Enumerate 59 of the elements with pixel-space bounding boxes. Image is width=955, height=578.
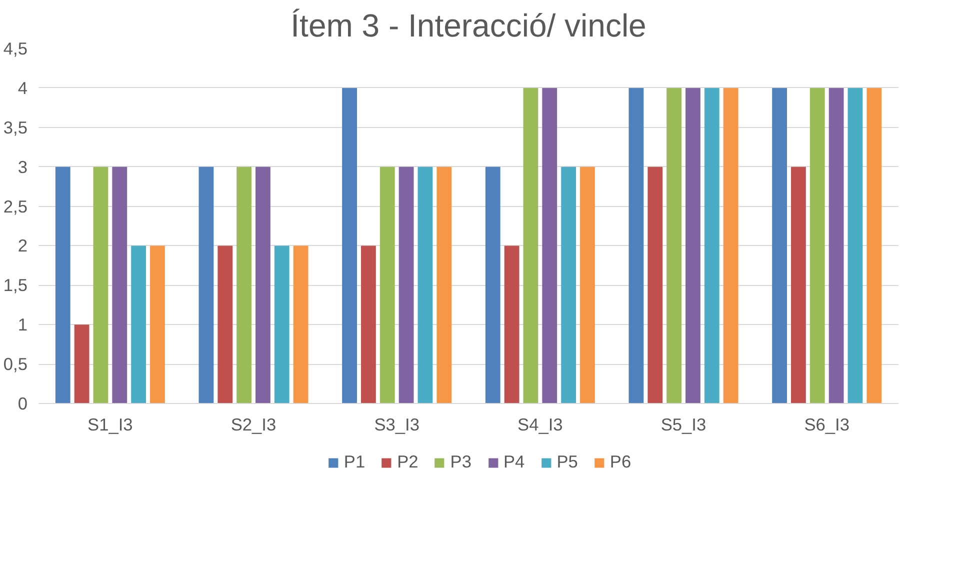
y-tick-label: 4,5 (3, 38, 28, 58)
bar (436, 166, 452, 404)
x-tick-label: S5_I3 (660, 414, 706, 434)
legend-label: P1 (344, 452, 366, 472)
y-tick-label: 3,5 (3, 117, 28, 138)
bar (380, 166, 395, 404)
bar (561, 166, 576, 404)
legend-label: P2 (397, 452, 418, 472)
bar (580, 166, 595, 404)
legend-label: P5 (556, 452, 578, 472)
bar (256, 166, 270, 404)
bar (218, 246, 233, 404)
bar (686, 88, 700, 404)
x-tick-label: S1_I3 (88, 414, 133, 434)
bar (504, 246, 520, 404)
bar (628, 88, 644, 404)
y-tick-label: 2 (18, 236, 28, 256)
bar (398, 166, 414, 404)
bar (361, 246, 376, 404)
bar (150, 246, 165, 404)
bar (236, 166, 252, 404)
bar (791, 166, 806, 404)
bar (74, 324, 90, 404)
bar (523, 88, 538, 404)
y-tick-label: 1 (18, 314, 28, 335)
bar (293, 246, 308, 404)
bar (704, 88, 720, 404)
bar (772, 88, 787, 404)
bar (55, 166, 70, 404)
bar (93, 166, 108, 404)
y-tick-label: 1,5 (3, 275, 28, 296)
bar (828, 88, 844, 404)
bar (866, 88, 882, 404)
y-tick-label: 0,5 (3, 354, 28, 374)
y-tick-label: 2,5 (3, 196, 28, 216)
bar (542, 88, 558, 404)
y-tick-label: 3 (18, 156, 28, 177)
bar (198, 166, 214, 404)
x-tick-label: S3_I3 (374, 414, 420, 434)
y-tick-label: 0 (18, 394, 28, 414)
legend-label: P6 (610, 452, 632, 472)
legend-label: P3 (450, 452, 472, 472)
y-tick-label: 4 (18, 78, 28, 98)
legend-label: P4 (504, 452, 525, 472)
bar (848, 88, 863, 404)
bar (131, 246, 146, 404)
bar (342, 88, 357, 404)
x-tick-label: S2_I3 (230, 414, 276, 434)
chart-title: Ítem 3 - Interacció/ vincle (290, 8, 646, 44)
x-tick-label: S6_I3 (804, 414, 850, 434)
bar (666, 88, 682, 404)
bar (648, 166, 663, 404)
bar (723, 88, 738, 404)
bar (418, 166, 433, 404)
bar (485, 166, 500, 404)
bar (810, 88, 825, 404)
bar (274, 246, 290, 404)
bar (112, 166, 128, 404)
x-tick-label: S4_I3 (518, 414, 563, 434)
